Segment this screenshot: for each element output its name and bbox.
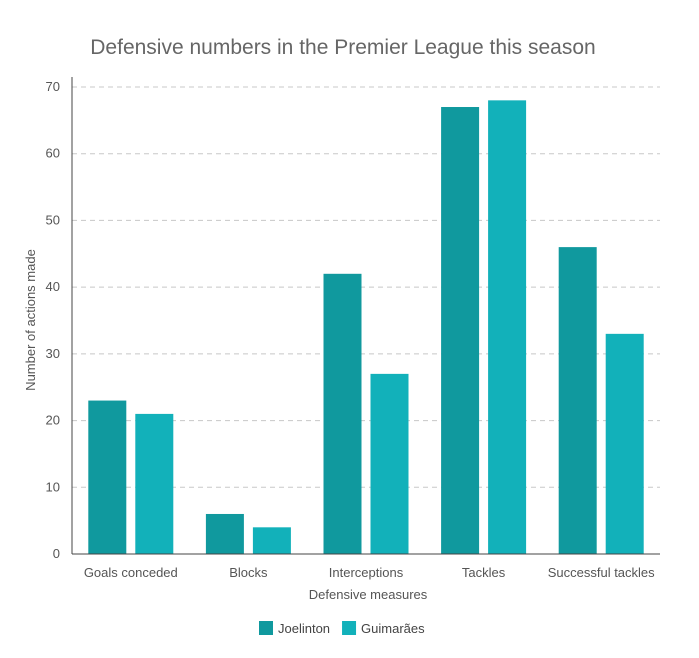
bar-guimar-es-0 bbox=[135, 413, 174, 554]
y-tick-label: 40 bbox=[46, 279, 60, 294]
y-tick-label: 30 bbox=[46, 346, 60, 361]
bars bbox=[88, 100, 644, 554]
y-tick-label: 70 bbox=[46, 79, 60, 94]
bar-guimar-es-2 bbox=[370, 373, 409, 554]
legend-swatch bbox=[342, 621, 357, 635]
bar-guimar-es-1 bbox=[252, 527, 291, 554]
y-tick-label: 10 bbox=[46, 479, 60, 494]
x-tick-label: Successful tackles bbox=[548, 565, 655, 580]
y-tick-label: 0 bbox=[53, 546, 60, 561]
bar-joelinton-1 bbox=[205, 513, 244, 554]
bar-joelinton-4 bbox=[558, 247, 597, 554]
chart-title: Defensive numbers in the Premier League … bbox=[90, 36, 595, 59]
y-tick-label: 60 bbox=[46, 146, 60, 161]
x-axis-label: Defensive measures bbox=[309, 587, 428, 602]
x-tick-labels: Goals conceded Blocks Interceptions Tackles… bbox=[84, 565, 655, 580]
bar-guimar-es-4 bbox=[605, 333, 644, 554]
legend: Joelinton Guimarães bbox=[259, 621, 425, 636]
legend-label: Guimarães bbox=[361, 621, 425, 636]
bar-joelinton-3 bbox=[441, 107, 480, 554]
x-tick-label: Interceptions bbox=[329, 565, 404, 580]
legend-swatch bbox=[259, 621, 273, 635]
bar-guimar-es-3 bbox=[488, 100, 527, 554]
x-tick-label: Tackles bbox=[462, 565, 506, 580]
y-axis-label: Number of actions made bbox=[23, 249, 38, 391]
y-tick-label: 50 bbox=[46, 212, 60, 227]
bar-joelinton-0 bbox=[88, 400, 127, 554]
y-tick-labels: 0 10 20 30 40 50 60 70 bbox=[46, 79, 60, 561]
x-tick-label: Blocks bbox=[229, 565, 268, 580]
x-tick-label: Goals conceded bbox=[84, 565, 178, 580]
bar-joelinton-2 bbox=[323, 273, 362, 554]
y-tick-label: 20 bbox=[46, 413, 60, 428]
legend-label: Joelinton bbox=[278, 621, 330, 636]
